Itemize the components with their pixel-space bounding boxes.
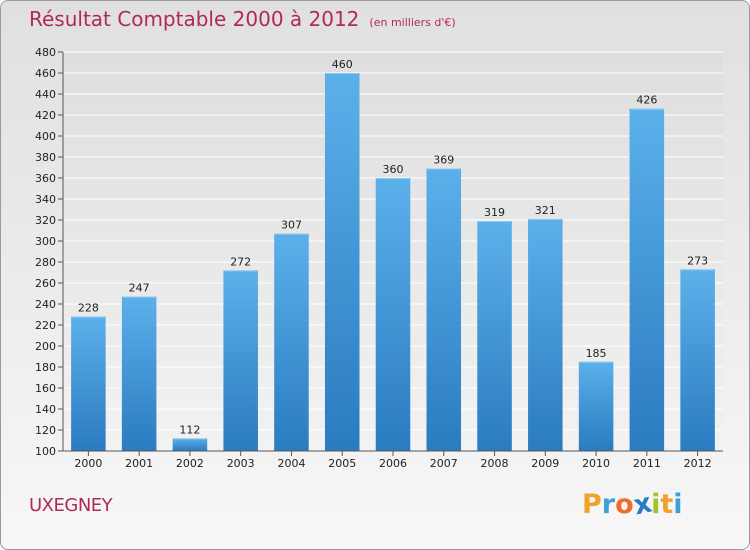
data-label: 228 (78, 302, 99, 315)
y-tick-label: 100 (35, 445, 56, 458)
data-label: 460 (332, 58, 353, 71)
x-tick-label: 2003 (227, 457, 255, 470)
y-tick-label: 260 (35, 277, 56, 290)
y-tick-label: 280 (35, 256, 56, 269)
logo-letter: i (651, 489, 661, 520)
x-axis-ticks: 2000 2001 2002 2003 2004 2005 2006 2007 2008 2009… (74, 451, 712, 470)
bar (680, 269, 715, 451)
proxiti-logo: Proxiti (582, 488, 683, 522)
x-tick-label: 2001 (125, 457, 153, 470)
y-tick-label: 400 (35, 130, 56, 143)
data-label: 369 (433, 154, 454, 167)
data-labels: 228 247 112 272 307 460 360 369 319 321 185 426 273 (78, 58, 708, 436)
x-tick-label: 2007 (430, 457, 458, 470)
data-label: 319 (484, 206, 505, 219)
logo-letter: t (660, 489, 674, 520)
y-tick-label: 460 (35, 67, 56, 80)
chart-subtitle: (en milliers d'€) (369, 16, 456, 29)
data-label: 273 (687, 254, 708, 267)
y-tick-label: 340 (35, 193, 56, 206)
x-tick-label: 2011 (633, 457, 661, 470)
bar (477, 221, 512, 451)
x-tick-label: 2008 (481, 457, 509, 470)
data-label: 247 (129, 282, 150, 295)
title-text: Résultat Comptable 2000 à 2012 (29, 7, 360, 31)
x-tick-label: 2009 (531, 457, 559, 470)
bar (172, 438, 208, 451)
y-tick-label: 120 (35, 424, 56, 437)
data-label: 185 (586, 347, 607, 360)
x-tick-label: 2002 (176, 457, 204, 470)
data-label: 321 (535, 204, 556, 217)
y-tick-label: 140 (35, 403, 56, 416)
y-tick-label: 160 (35, 382, 56, 395)
bar (121, 296, 157, 451)
y-tick-label: 380 (35, 151, 56, 164)
x-tick-label: 2005 (328, 457, 356, 470)
bar (274, 233, 309, 451)
y-tick-label: 420 (35, 109, 56, 122)
logo-letter: P (582, 489, 602, 520)
y-tick-label: 180 (35, 361, 56, 374)
bar (71, 316, 106, 451)
logo-letter: r (601, 489, 616, 520)
data-label: 112 (179, 423, 200, 436)
data-label: 307 (281, 219, 302, 232)
bars (71, 73, 715, 452)
bar (426, 168, 462, 452)
bar (578, 361, 614, 451)
y-axis-ticks: 100 120 140 160 180 200 220 240 260 280 300 320 340 3… (35, 46, 63, 458)
logo-letter: o (615, 489, 634, 520)
data-label: 272 (230, 255, 251, 268)
x-tick-label: 2000 (74, 457, 102, 470)
bar (528, 218, 563, 451)
bar (223, 270, 258, 451)
x-tick-label: 2012 (684, 457, 712, 470)
y-tick-label: 320 (35, 214, 56, 227)
chart-title: Résultat Comptable 2000 à 2012 (en millie… (29, 7, 456, 31)
y-tick-label: 440 (35, 88, 56, 101)
y-tick-label: 220 (35, 319, 56, 332)
y-tick-label: 300 (35, 235, 56, 248)
bar (375, 178, 411, 451)
bar (324, 73, 360, 451)
y-tick-label: 240 (35, 298, 56, 311)
y-tick-label: 200 (35, 340, 56, 353)
bar (629, 108, 665, 451)
data-label: 426 (636, 94, 657, 107)
x-tick-label: 2004 (277, 457, 305, 470)
x-tick-label: 2006 (379, 457, 407, 470)
x-tick-label: 2010 (582, 457, 610, 470)
data-label: 360 (383, 163, 404, 176)
logo-letter: i (673, 489, 683, 520)
commune-name: UXEGNEY (29, 495, 113, 516)
y-tick-label: 480 (35, 46, 56, 59)
y-tick-label: 360 (35, 172, 56, 185)
